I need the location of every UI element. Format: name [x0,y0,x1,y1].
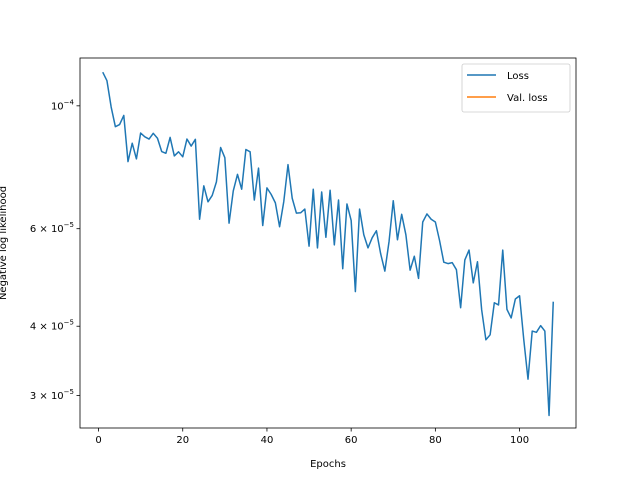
legend-frame [461,63,571,113]
x-axis-ticks: 0 20 40 60 80 100 [95,428,529,446]
legend-label-val-loss: Val. loss [507,93,548,104]
legend: Loss Val. loss [461,63,571,113]
x-tick-label: 40 [261,435,274,446]
x-tick-label: 0 [95,435,101,446]
x-tick-label: 100 [510,435,529,446]
y-tick-label: 10−4 [51,98,75,112]
y-tick-label: 4 × 10−5 [30,319,74,333]
y-axis-label: Negative log likelihood [0,186,9,300]
legend-label-loss: Loss [507,71,529,82]
y-tick-label: 3 × 10−5 [30,388,74,402]
x-tick-label: 80 [429,435,442,446]
y-tick-label: 6 × 10−5 [30,221,74,235]
plot-area [79,57,577,429]
series-line-loss [102,71,555,417]
series-layer [102,71,555,417]
x-tick-label: 20 [176,435,189,446]
y-axis-ticks: 10−4 6 × 10−5 4 × 10−5 3 × 10−5 [30,98,80,402]
x-axis-label: Epochs [310,459,346,470]
x-tick-label: 60 [345,435,358,446]
